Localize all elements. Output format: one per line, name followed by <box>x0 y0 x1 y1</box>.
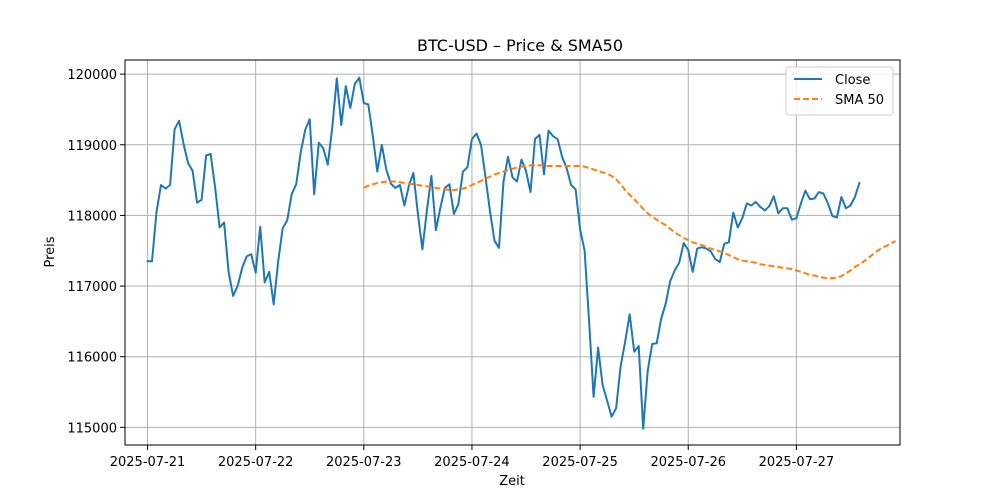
x-tick-label: 2025-07-21 <box>110 455 186 470</box>
y-tick-label: 120000 <box>67 68 117 83</box>
legend-label-sma50: SMA 50 <box>835 93 884 108</box>
plot-frame <box>124 59 901 446</box>
x-tick-label: 2025-07-27 <box>759 455 835 470</box>
y-tick-label: 115000 <box>67 421 117 436</box>
chart-title: BTC-USD – Price & SMA50 <box>417 36 623 55</box>
x-tick-label: 2025-07-25 <box>542 455 618 470</box>
legend-label-close: Close <box>835 73 870 88</box>
x-axis-label: Zeit <box>499 474 525 489</box>
x-tick-label: 2025-07-24 <box>434 455 510 470</box>
y-tick-label: 119000 <box>67 139 117 154</box>
gridlines <box>125 60 900 445</box>
x-tick-label: 2025-07-22 <box>218 455 294 470</box>
y-axis-label: Preis <box>43 236 58 267</box>
series-close-line <box>146 76 861 430</box>
x-tick-label: 2025-07-26 <box>650 455 726 470</box>
legend: Close SMA 50 <box>785 66 894 116</box>
y-axis: 115000 116000 117000 118000 119000 120000 <box>67 68 125 436</box>
x-axis: 2025-07-21 2025-07-22 2025-07-23 2025-07-24… <box>110 445 834 470</box>
series-layer <box>146 76 897 430</box>
y-tick-label: 116000 <box>67 351 117 366</box>
series-sma50-line <box>363 164 897 280</box>
y-tick-label: 117000 <box>67 280 117 295</box>
x-tick-label: 2025-07-23 <box>326 455 402 470</box>
y-tick-label: 118000 <box>67 209 117 224</box>
